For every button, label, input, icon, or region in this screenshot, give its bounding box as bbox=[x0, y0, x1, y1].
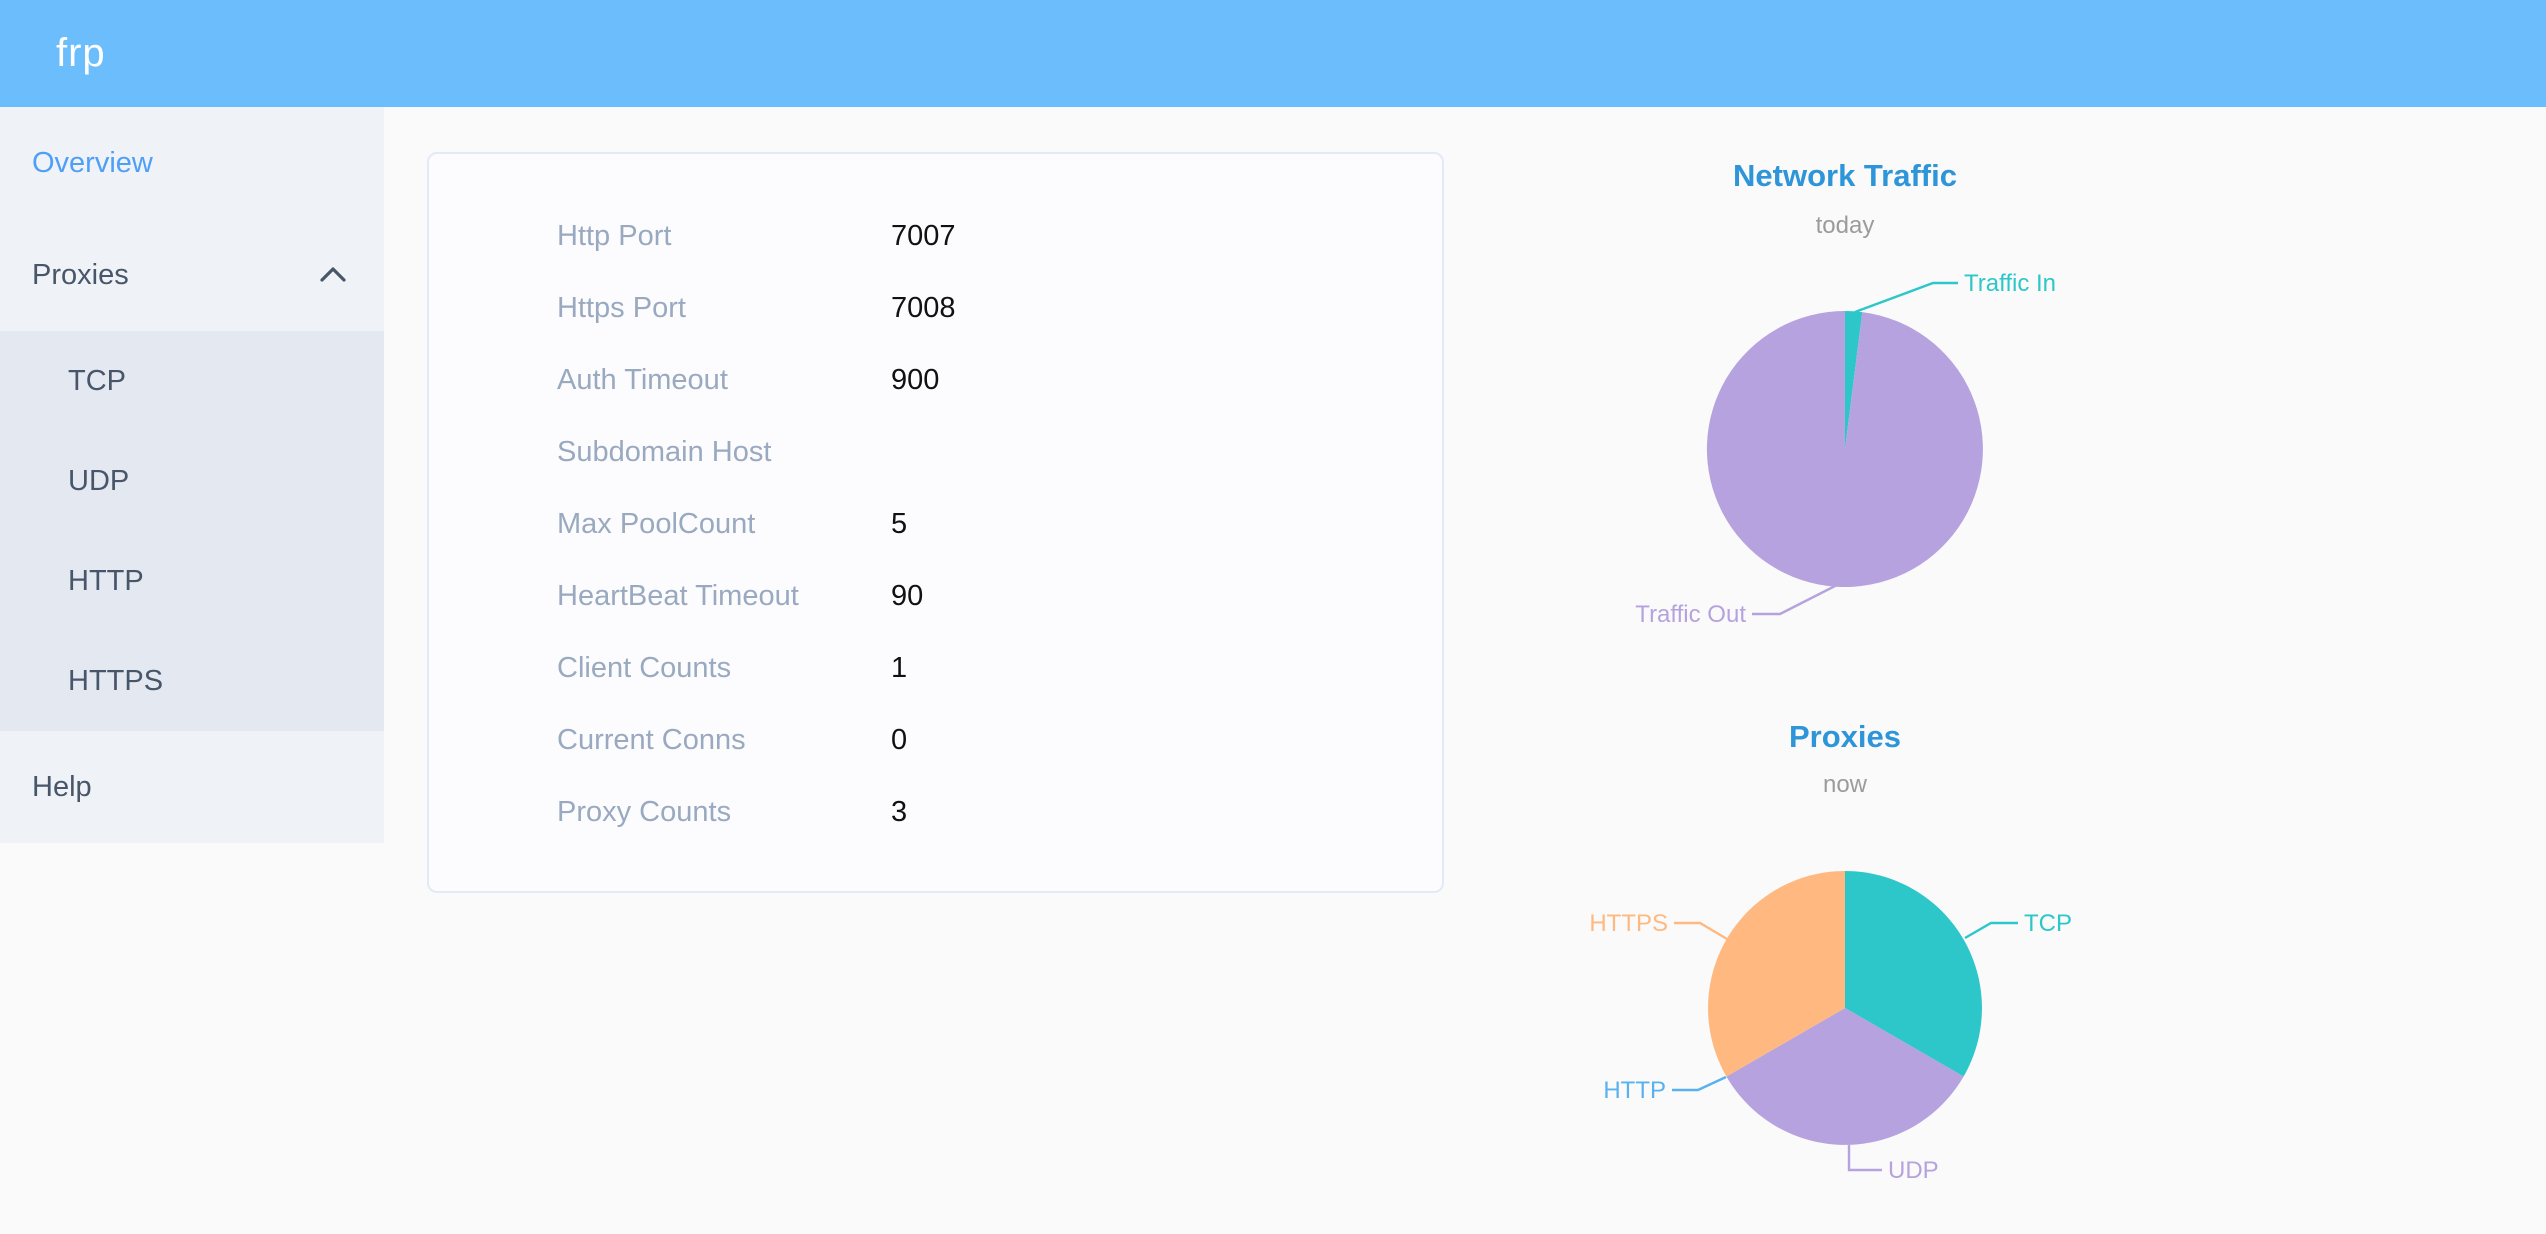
top-header-bar: frp bbox=[0, 0, 2546, 107]
sidebar-item-help[interactable]: Help bbox=[0, 731, 384, 843]
config-label: Client Counts bbox=[557, 651, 732, 684]
pie-slice-traffic-out[interactable] bbox=[1706, 310, 1983, 587]
config-value: 5 bbox=[891, 507, 908, 540]
config-label: Max PoolCount bbox=[557, 507, 756, 540]
pie-label-line-https bbox=[1674, 921, 1728, 941]
config-row: Https Port 7008 bbox=[429, 272, 1442, 344]
pie-label-line-udp bbox=[1847, 1145, 1882, 1172]
config-row: HeartBeat Timeout 90 bbox=[429, 560, 1442, 632]
config-row: Subdomain Host bbox=[429, 416, 1442, 488]
config-value: 0 bbox=[891, 723, 908, 756]
config-row: Http Port 7007 bbox=[429, 200, 1442, 272]
proxies-chart-subtitle: now bbox=[1822, 771, 1868, 798]
config-value: 7008 bbox=[891, 291, 956, 324]
sidebar-item-proxies[interactable]: Proxies bbox=[0, 219, 384, 331]
pie-label-traffic-in: Traffic In bbox=[1964, 270, 2056, 297]
pie-label-https: HTTPS bbox=[1589, 910, 1668, 937]
sidebar-item-udp[interactable]: UDP bbox=[0, 431, 384, 531]
sidebar-item-label: HTTPS bbox=[68, 664, 164, 697]
sidebar-item-label: TCP bbox=[68, 364, 126, 397]
sidebar-item-http[interactable]: HTTP bbox=[0, 531, 384, 631]
sidebar-item-label: HTTP bbox=[68, 564, 144, 597]
config-value: 3 bbox=[891, 795, 908, 828]
config-label: Current Conns bbox=[557, 723, 746, 756]
pie-label-traffic-out: Traffic Out bbox=[1635, 601, 1746, 628]
proxies-submenu: TCP UDP HTTP HTTPS bbox=[0, 331, 384, 731]
sidebar-item-overview[interactable]: Overview bbox=[0, 107, 384, 219]
config-label: Proxy Counts bbox=[557, 795, 732, 828]
sidebar-item-label: UDP bbox=[68, 464, 130, 497]
sidebar-item-tcp[interactable]: TCP bbox=[0, 331, 384, 431]
network-traffic-title: Network Traffic bbox=[1733, 158, 1957, 193]
pie-slice-traffic-in[interactable] bbox=[1845, 311, 1863, 449]
config-row: Max PoolCount 5 bbox=[429, 488, 1442, 560]
config-label: HeartBeat Timeout bbox=[557, 579, 799, 612]
pie-label-http: HTTP bbox=[1603, 1077, 1666, 1104]
config-label: Https Port bbox=[557, 291, 686, 324]
proxies-chart-title: Proxies bbox=[1788, 719, 1901, 754]
sidebar-item-label: Proxies bbox=[32, 258, 129, 291]
sidebar-item-label: Help bbox=[32, 770, 92, 803]
pie-label-line-traffic-out bbox=[1752, 583, 1838, 616]
sidebar-item-https[interactable]: HTTPS bbox=[0, 631, 384, 731]
pie-slice-tcp[interactable] bbox=[1845, 871, 1982, 1077]
config-row: Proxy Counts 3 bbox=[429, 776, 1442, 848]
config-label: Subdomain Host bbox=[557, 435, 772, 468]
frp-logo: frp bbox=[56, 31, 106, 75]
config-value: 900 bbox=[891, 363, 940, 396]
sidebar-item-label: Overview bbox=[32, 146, 153, 179]
config-label: Http Port bbox=[557, 219, 672, 252]
pie-label-line-http bbox=[1672, 1075, 1727, 1092]
pie-label-line-traffic-in bbox=[1854, 281, 1958, 314]
config-row: Current Conns 0 bbox=[429, 704, 1442, 776]
pie-slice-udp[interactable] bbox=[1726, 1008, 1964, 1145]
pie-label-tcp: TCP bbox=[2024, 910, 2072, 937]
sidebar: Overview Proxies TCP UDP HTTP HTTPS Help bbox=[0, 107, 384, 843]
config-row: Auth Timeout 900 bbox=[429, 344, 1442, 416]
config-label: Auth Timeout bbox=[557, 363, 728, 396]
pie-slice-https[interactable] bbox=[1708, 871, 1845, 1077]
config-row: Client Counts 1 bbox=[429, 632, 1442, 704]
chevron-up-icon bbox=[316, 258, 350, 292]
pie-label-line-tcp bbox=[1964, 921, 2018, 940]
pie-label-udp: UDP bbox=[1888, 1157, 1939, 1184]
server-config-card: Http Port 7007 Https Port 7008 Auth Timeou… bbox=[427, 152, 1444, 893]
config-value: 1 bbox=[891, 651, 908, 684]
config-value: 90 bbox=[891, 579, 924, 612]
config-value: 7007 bbox=[891, 219, 956, 252]
network-traffic-subtitle: today bbox=[1815, 212, 1875, 239]
